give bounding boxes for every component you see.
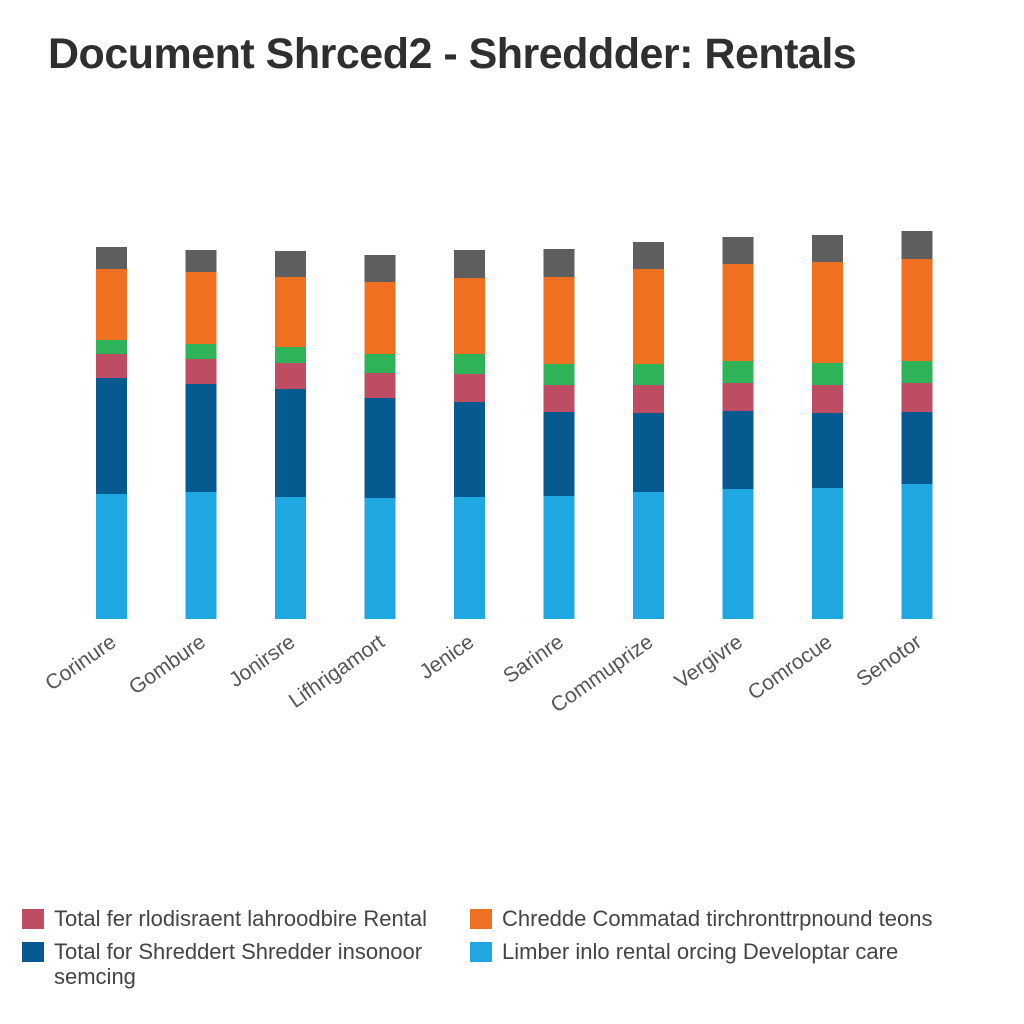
bar-segment	[96, 340, 127, 354]
bar-segment	[722, 383, 754, 411]
legend-label: Total for Shreddert Shredder insonoor se…	[54, 939, 423, 989]
bar-segment	[275, 363, 306, 389]
bar-segment	[901, 383, 933, 412]
bar-segment	[454, 354, 485, 374]
bar-segment	[185, 344, 217, 359]
bar-segment	[901, 412, 933, 484]
bar-segment	[454, 278, 485, 354]
bar-segment	[633, 242, 664, 269]
bar-segment	[543, 277, 575, 364]
bar-segment	[722, 411, 754, 489]
bar-segment	[543, 249, 575, 277]
bar-segment	[901, 361, 933, 383]
bar-segment	[543, 364, 575, 385]
bar-segment	[722, 489, 754, 619]
bar-segment	[454, 374, 485, 402]
bar-segment	[633, 364, 664, 385]
x-tick-label: Jenice	[415, 630, 478, 684]
bar-segment	[275, 277, 306, 347]
legend: Total fer rlodisraent lahroodbire Rental…	[22, 906, 1012, 989]
legend-swatch	[470, 942, 492, 962]
bar-segment	[633, 385, 664, 413]
bar-segment	[185, 272, 217, 344]
bar-segment	[364, 498, 396, 619]
bar-segment	[364, 398, 396, 498]
bar-segment	[96, 378, 127, 494]
bar-segment	[812, 262, 843, 363]
bar-segment	[185, 359, 217, 384]
bar-segment	[633, 269, 664, 364]
bar-segment	[364, 255, 396, 282]
bar-segment	[275, 347, 306, 363]
legend-label: Limber inlo rental orcing Developtar car…	[502, 939, 899, 964]
x-tick-label: Senotor	[852, 630, 925, 691]
bar-segment	[96, 269, 127, 340]
bar-segment	[633, 413, 664, 492]
legend-item: Total fer rlodisraent lahroodbire Rental	[22, 906, 470, 931]
x-tick-label: Corinure	[41, 630, 120, 695]
bar-segment	[275, 497, 306, 619]
bar-segment	[812, 488, 843, 619]
bar-segment	[901, 484, 933, 619]
bar-segment	[275, 251, 306, 277]
bar-segment	[812, 385, 843, 413]
bar-segment	[543, 496, 575, 619]
bar-segment	[722, 361, 754, 383]
bar-segment	[364, 373, 396, 398]
bar-segment	[633, 492, 664, 619]
legend-swatch	[22, 942, 44, 962]
bar-segment	[454, 250, 485, 278]
x-tick-label: Sarinre	[499, 630, 568, 688]
bar-segment	[185, 492, 217, 619]
bar-segment	[96, 354, 127, 378]
bar-segment	[96, 247, 127, 269]
bar-segment	[812, 235, 843, 262]
bar-segment	[901, 231, 933, 259]
bar-segment	[364, 354, 396, 373]
bar-segment	[901, 259, 933, 361]
bar-segment	[722, 264, 754, 361]
x-tick-label: Vergivre	[671, 630, 747, 693]
x-tick-label: Jonirsre	[225, 630, 299, 692]
bar-segment	[543, 385, 575, 412]
bars-group	[96, 231, 933, 619]
bar-segment	[454, 402, 485, 497]
bar-segment	[185, 250, 217, 272]
bar-segment	[543, 412, 575, 496]
x-tick-label: Gombure	[125, 630, 210, 699]
bar-segment	[812, 363, 843, 385]
legend-swatch	[470, 909, 492, 929]
legend-label: Chredde Commatad tirchronttrpnound teons	[502, 906, 933, 931]
bar-segment	[96, 494, 127, 619]
x-tick-label: Lifhrigamort	[285, 630, 389, 713]
legend-label: Total fer rlodisraent lahroodbire Rental	[54, 906, 427, 931]
x-tick-label: Comrocue	[744, 630, 837, 704]
bar-segment	[812, 413, 843, 488]
bar-segment	[185, 384, 217, 492]
bar-segment	[722, 237, 754, 264]
legend-item: Total for Shreddert Shredder insonoor se…	[22, 939, 470, 989]
bar-segment	[364, 282, 396, 354]
legend-item: Limber inlo rental orcing Developtar car…	[470, 939, 990, 989]
chart-title: Document Shrced2 - Shreddder: Rentals	[48, 30, 857, 78]
bar-segment	[454, 497, 485, 619]
legend-swatch	[22, 909, 44, 929]
bar-segment	[275, 389, 306, 497]
legend-item: Chredde Commatad tirchronttrpnound teons	[470, 906, 990, 931]
